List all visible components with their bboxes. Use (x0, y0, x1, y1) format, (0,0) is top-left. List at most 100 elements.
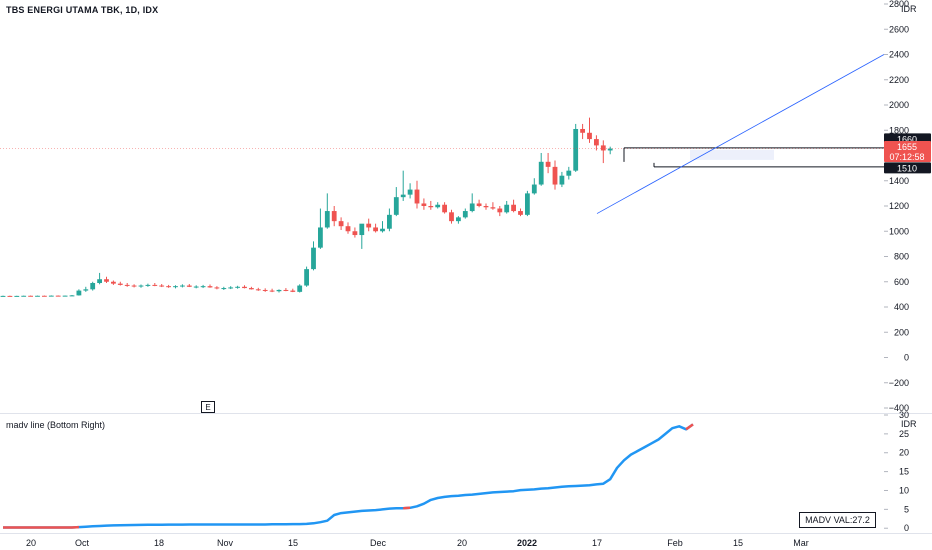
candle-body (435, 204, 441, 208)
indicator-tick-label: 25 (899, 429, 909, 439)
y-tick-label: 1400 (889, 176, 909, 186)
candle-body (366, 223, 372, 228)
candle-body (111, 281, 116, 284)
y-tick-label: 2000 (889, 100, 909, 110)
y-tick-label: 0 (904, 353, 909, 363)
indicator-tick-label: 15 (899, 467, 909, 477)
candle-body (173, 286, 178, 288)
candle-body (607, 148, 613, 151)
candle-body (14, 295, 20, 297)
candle-body (428, 206, 434, 208)
candle-body (387, 214, 392, 229)
candle-body (104, 279, 109, 282)
trendline (596, 54, 885, 214)
candle-body (152, 284, 158, 286)
candle-body (414, 189, 420, 204)
candle-body (476, 203, 482, 206)
candle-body (559, 175, 565, 185)
y-tick-label: 2800 (889, 0, 909, 9)
candle-body (373, 227, 378, 232)
indicator-currency-label: IDR (901, 419, 917, 429)
candle-body (180, 285, 185, 287)
candle-body (62, 295, 68, 297)
madv-value-label: MADV VAL:27.2 (799, 512, 876, 528)
candle-body (497, 208, 503, 213)
candle-body (290, 290, 296, 292)
candle-body (594, 139, 599, 146)
candle-body (393, 197, 399, 215)
price-badge-lower (884, 162, 931, 174)
candle-body (587, 132, 592, 140)
candle-body (338, 221, 344, 227)
candle-body (380, 228, 385, 232)
candle-body (235, 286, 240, 288)
candle-body (193, 286, 199, 288)
candle-body (359, 223, 365, 236)
candle-body (324, 211, 330, 228)
y-tick-label: 2200 (889, 75, 909, 85)
candle-body (456, 217, 461, 222)
y-tick-label: 600 (894, 277, 909, 287)
x-tick-label: Oct (75, 538, 90, 548)
earnings-badge[interactable]: E (201, 401, 215, 413)
candle-body (504, 204, 510, 213)
x-tick-label: Mar (793, 538, 809, 548)
candle-body (166, 286, 171, 288)
symbol-title[interactable]: TBS ENERGI UTAMA TBK, 1D, IDX (6, 5, 159, 15)
candle-body (42, 295, 47, 297)
candle-body (297, 285, 303, 292)
candle-body (276, 289, 282, 292)
candle-body (442, 204, 447, 213)
candle-body (97, 279, 102, 284)
price-badge-upper-text: 1660 (897, 134, 917, 144)
candle-body (449, 212, 454, 222)
candle-body (228, 287, 234, 289)
y-tick-label: 1800 (889, 125, 909, 135)
indicator-tick-label: 0 (904, 523, 909, 533)
x-tick-label: 15 (288, 538, 298, 548)
x-tick-label: 20 (26, 538, 36, 548)
candle-body (421, 203, 427, 206)
candle-body (207, 286, 213, 288)
candle-body (0, 295, 6, 297)
indicator-title[interactable]: madv line (Bottom Right) (6, 420, 106, 430)
candle-body (304, 269, 309, 286)
indicator-tick-label: 10 (899, 485, 909, 495)
candle-body (7, 295, 13, 297)
candle-body (255, 289, 261, 291)
candle-body (221, 288, 227, 290)
candle-body (483, 206, 489, 208)
y-tick-label: −200 (889, 378, 909, 388)
candle-body (352, 231, 358, 236)
candle-body (511, 204, 516, 212)
candle-body (131, 285, 137, 287)
candle-body (124, 284, 130, 286)
candle-body (345, 226, 351, 232)
candle-body (531, 184, 537, 194)
candle-body (580, 128, 585, 133)
candle-body (159, 285, 165, 287)
candle-body (407, 189, 413, 195)
candle-body (48, 295, 54, 297)
y-tick-label: −400 (889, 403, 909, 413)
price-badge-last (884, 141, 931, 163)
x-tick-label: Dec (370, 538, 387, 548)
indicator-tick-label: 30 (899, 410, 909, 420)
drawings[interactable] (0, 54, 885, 214)
candle-body (138, 285, 144, 287)
x-tick-label: Feb (667, 538, 683, 548)
y-tick-label: 1000 (889, 226, 909, 236)
candle-body (311, 247, 316, 270)
candle-body (283, 289, 289, 291)
price-badge-lower-text: 1510 (897, 163, 917, 173)
candle-body (214, 287, 220, 289)
candle-body (545, 161, 551, 167)
y-tick-label: 400 (894, 302, 909, 312)
axes: −400−20002004006008001000120014001600180… (26, 0, 917, 548)
price-badge-last-text: 07:12:58 (889, 152, 924, 162)
candle-body (518, 211, 523, 215)
candle-body (28, 295, 33, 297)
candle-body (117, 283, 123, 285)
